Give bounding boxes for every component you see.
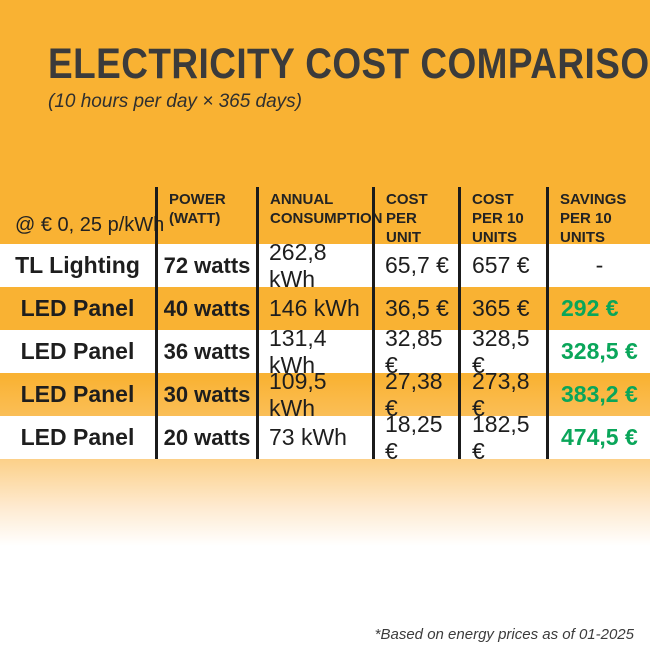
cell-consumption: 131,4 kWh [256, 325, 372, 378]
cell-savings: 328,5 € [546, 330, 650, 373]
cell-power: 30 watts [155, 373, 256, 416]
cell-cost-per-unit: 32,85 € [372, 325, 458, 378]
cell-cost-per-10: 365 € [458, 287, 546, 330]
cell-power: 72 watts [155, 244, 256, 287]
page-title-text: ELECTRICITY COST COMPARISON [48, 40, 650, 88]
cell-consumption: 73 kWh [256, 416, 372, 459]
cell-cost-per-10: 657 € [458, 244, 546, 287]
cell-product: LED Panel [0, 416, 155, 459]
cell-consumption: 109,5 kWh [256, 368, 372, 421]
column-header-cost-per-unit: COST PER UNIT [372, 187, 458, 246]
cell-savings: 383,2 € [546, 373, 650, 416]
cell-cost-per-unit: 18,25 € [372, 411, 458, 464]
cell-cost-per-unit: 27,38 € [372, 368, 458, 421]
cell-product: LED Panel [0, 330, 155, 373]
cell-cost-per-unit: 36,5 € [372, 287, 458, 330]
cell-cost-per-10: 273,8 € [458, 368, 546, 421]
cell-consumption: 146 kWh [256, 287, 372, 330]
cell-consumption: 262,8 kWh [256, 239, 372, 292]
cell-power: 40 watts [155, 287, 256, 330]
column-header-cost-per-10-units: COST PER 10 UNITS [458, 187, 546, 246]
rate-label: @ € 0, 25 p/kWh [15, 214, 165, 236]
footnote: *Based on energy prices as of 01-2025 [374, 626, 634, 643]
column-header-savings-per-10-units: SAVINGS PER 10 UNITS [546, 187, 650, 246]
cell-cost-per-unit: 65,7 € [372, 244, 458, 287]
cell-product: LED Panel [20, 381, 135, 407]
cell-cost-per-10: 328,5 € [458, 325, 546, 378]
page-title: ELECTRICITY COST COMPARISON [48, 42, 650, 86]
comparison-table: @ € 0, 25 p/kWh POWER (WATT) ANNUAL CONS… [0, 187, 650, 464]
column-header-power: POWER (WATT) [155, 187, 256, 244]
cell-power: 20 watts [155, 416, 256, 459]
cell-savings: - [546, 244, 650, 287]
cell-product: LED Panel [20, 295, 135, 321]
cell-cost-per-10: 182,5 € [458, 411, 546, 464]
cell-savings: 474,5 € [546, 416, 650, 459]
page-subtitle: (10 hours per day × 365 days) [48, 91, 303, 112]
column-header-annual-consumption: ANNUAL CONSUMPTION [256, 187, 383, 244]
cell-savings: 292 € [546, 287, 650, 330]
cell-product: TL Lighting [0, 244, 155, 287]
cell-power: 36 watts [155, 330, 256, 373]
